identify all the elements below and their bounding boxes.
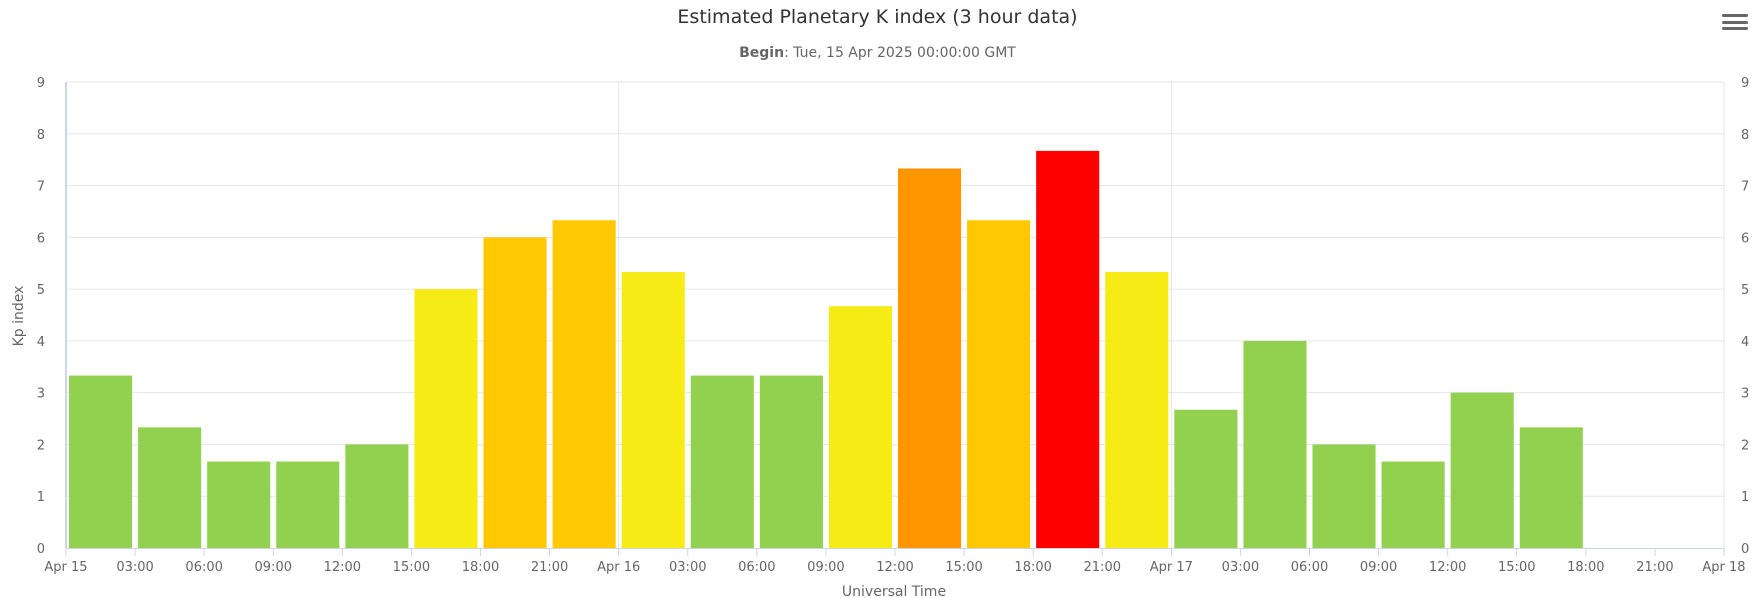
y-tick-label-right: 8 [1741,128,1749,143]
kp-bar [1243,340,1307,548]
x-tick-label: 15:00 [945,560,982,575]
x-tick-label: 09:00 [1360,560,1397,575]
y-tick-label-right: 7 [1741,180,1749,195]
hamburger-menu-icon[interactable] [1722,14,1748,36]
kp-bar [1312,444,1376,548]
y-tick-label-left: 9 [37,76,45,91]
y-tick-label-right: 2 [1741,438,1749,453]
x-tick-label: 12:00 [324,560,361,575]
y-tick-label-left: 5 [37,283,45,298]
kp-bar [621,272,685,548]
y-tick-label-right: 1 [1741,490,1749,505]
kp-bar [138,427,202,548]
kp-bar [552,220,616,548]
x-tick-label: Apr 18 [1702,560,1745,575]
x-tick-label: 12:00 [1429,560,1466,575]
x-tick-label: 21:00 [1636,560,1673,575]
kp-bar [1174,409,1238,548]
chart-title: Estimated Planetary K index (3 hour data… [677,6,1078,28]
kp-bar [1519,427,1583,548]
kp-bar [276,461,340,548]
kp-bar [1450,392,1514,548]
x-tick-label: 21:00 [531,560,568,575]
x-tick-label: 06:00 [185,560,222,575]
subtitle-value: : Tue, 15 Apr 2025 00:00:00 GMT [784,45,1016,61]
y-tick-label-left: 0 [37,542,45,557]
x-axis-title: Universal Time [842,584,946,598]
y-tick-label-left: 6 [37,231,45,246]
x-tick-label: 15:00 [393,560,430,575]
x-tick-label: 21:00 [1084,560,1121,575]
y-tick-label-right: 0 [1741,542,1749,557]
x-tick-label: 06:00 [1291,560,1328,575]
y-tick-label-left: 2 [37,438,45,453]
kp-bar [414,289,478,548]
y-axis-title: Kp index [11,286,27,347]
kp-bar [898,168,962,549]
kp-bar [967,220,1031,548]
kp-bar [828,306,892,548]
kp-bar [483,237,547,549]
x-tick-label: 18:00 [1014,560,1051,575]
x-tick-label: 03:00 [669,560,706,575]
x-tick-label: 18:00 [462,560,499,575]
y-tick-label-right: 9 [1741,76,1749,91]
x-tick-label: 12:00 [876,560,913,575]
x-tick-label: Apr 16 [597,560,640,575]
y-tick-label-left: 7 [37,180,45,195]
kp-bar [345,444,409,548]
x-tick-label: 15:00 [1498,560,1535,575]
y-tick-label-left: 1 [37,490,45,505]
kp-bar [207,461,271,548]
kp-bar [1105,272,1169,548]
x-tick-label: 09:00 [807,560,844,575]
x-tick-label: 03:00 [1222,560,1259,575]
kp-bar [69,375,133,548]
y-tick-label-left: 8 [37,128,45,143]
x-tick-label: 09:00 [255,560,292,575]
kp-bar [759,375,823,548]
chart-subtitle: Begin: Tue, 15 Apr 2025 00:00:00 GMT [0,45,1755,61]
y-tick-label-right: 4 [1741,335,1749,350]
x-tick-label: 18:00 [1567,560,1604,575]
x-tick-label: 06:00 [738,560,775,575]
kp-bar [1381,461,1445,548]
y-tick-label-right: 6 [1741,231,1749,246]
kp-bar [690,375,754,548]
kp-bar [1036,150,1100,548]
y-tick-label-right: 3 [1741,387,1749,402]
y-tick-label-right: 5 [1741,283,1749,298]
y-tick-label-left: 3 [37,387,45,402]
x-tick-label: 03:00 [116,560,153,575]
y-tick-label-left: 4 [37,335,45,350]
x-tick-label: Apr 15 [44,560,87,575]
x-tick-label: Apr 17 [1150,560,1193,575]
subtitle-label: Begin [739,45,785,61]
